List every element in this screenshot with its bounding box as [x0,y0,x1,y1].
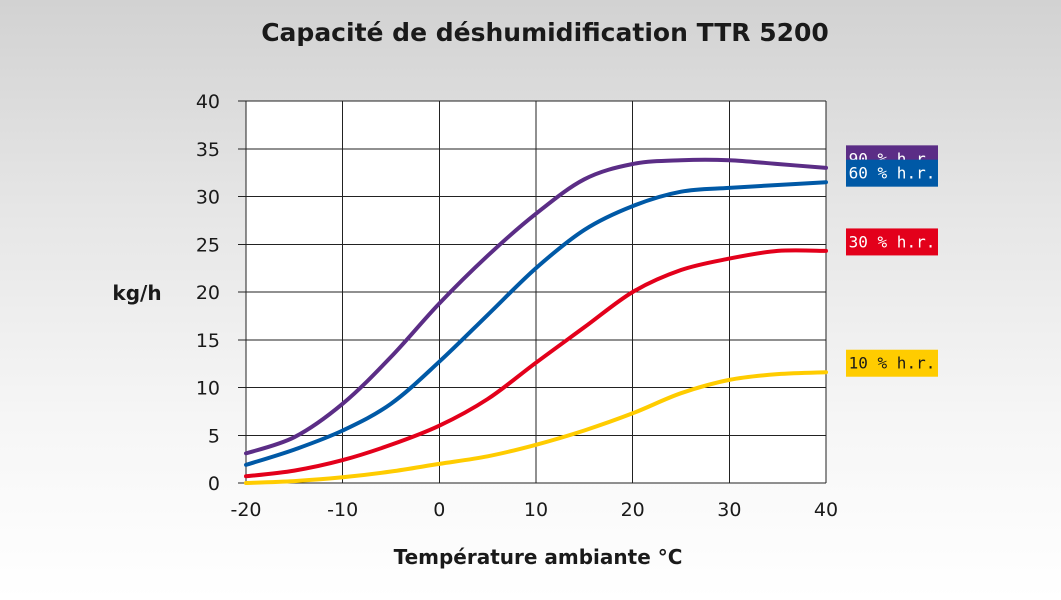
x-tick-label: 30 [717,499,741,521]
series-line [244,248,828,479]
legend-label: 10 % h.r. [849,354,936,373]
legend-swatch [846,349,938,377]
x-tick-labels: -20 -10 0 10 20 30 40 [230,499,838,521]
legend-item: 60 % h.r. [846,159,938,187]
legend: 90 % h.r.60 % h.r.30 % h.r.10 % h.r. [846,145,938,377]
y-tick-label: 5 [208,425,220,447]
chart-title: Capacité de déshumidification TTR 5200 [261,18,829,47]
x-tick-label: 0 [433,499,445,521]
y-tick-label: 30 [196,187,220,209]
y-tick-labels: 0 5 10 15 20 25 30 35 40 [196,91,220,495]
legend-label: 30 % h.r. [849,232,936,251]
legend-label: 60 % h.r. [849,164,936,183]
y-tick-label: 40 [196,91,220,113]
x-tick-label: -20 [230,499,261,521]
x-tick-label: 10 [524,499,548,521]
y-axis-label: kg/h [112,281,161,305]
y-tick-label: 35 [196,139,220,161]
series-line [244,180,828,467]
x-tick-label: 20 [621,499,645,521]
y-tick-label: 25 [196,234,220,256]
y-tick-label: 10 [196,378,220,400]
x-axis-label: Température ambiante °C [394,545,683,569]
y-tick-label: 0 [208,473,220,495]
legend-swatch [846,228,938,256]
series-line [244,370,828,485]
y-tick-label: 15 [196,330,220,352]
y-tick-label: 20 [196,282,220,304]
series-lines [244,157,828,485]
x-tick-label: 40 [814,499,838,521]
x-tick-label: -10 [327,499,358,521]
legend-swatch [846,159,938,187]
series-line [244,157,828,456]
legend-item: 10 % h.r. [846,349,938,377]
legend-item: 30 % h.r. [846,228,938,256]
